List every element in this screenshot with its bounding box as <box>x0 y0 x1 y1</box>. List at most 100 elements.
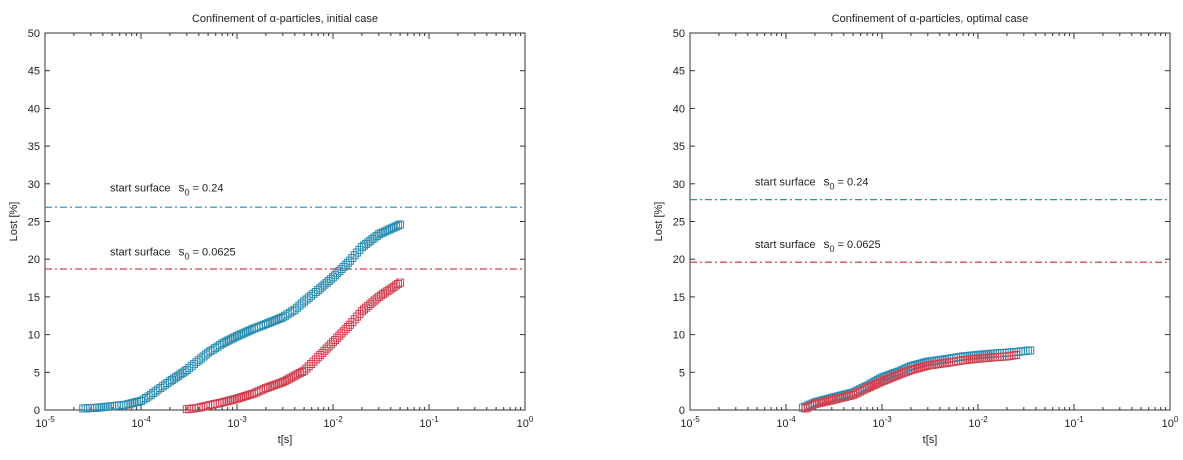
data-point <box>322 344 331 353</box>
data-point <box>865 383 874 392</box>
data-point <box>314 353 323 362</box>
annotation-prefix: start surface <box>755 239 816 251</box>
data-point <box>237 330 246 339</box>
data-point <box>917 363 926 372</box>
data-point <box>376 291 385 300</box>
data-point <box>230 395 239 404</box>
data-point <box>834 394 843 403</box>
annotation-subscript: 0 <box>185 252 190 262</box>
x-tick-base: 10 <box>776 418 788 430</box>
data-point <box>239 392 248 401</box>
annotation-symbol: s <box>824 237 830 251</box>
data-point <box>829 395 838 404</box>
data-point <box>128 399 137 408</box>
data-point <box>381 227 390 236</box>
x-axis-label: t[s] <box>278 434 293 446</box>
annotation-text: start surface s0 = 0.0625 <box>755 237 881 254</box>
data-point <box>290 305 299 314</box>
data-point <box>341 325 350 334</box>
y-tick-label: 50 <box>673 28 685 40</box>
data-point <box>391 222 400 231</box>
data-point <box>230 333 239 342</box>
y-tick-label: 15 <box>28 292 40 304</box>
data-point <box>222 397 231 406</box>
data-point <box>353 312 362 321</box>
data-point <box>385 225 394 234</box>
data-point <box>228 395 237 404</box>
data-point <box>385 285 394 294</box>
data-point <box>272 380 281 389</box>
data-point <box>295 301 304 310</box>
data-point <box>345 256 354 265</box>
data-point <box>921 362 930 371</box>
data-point <box>350 315 359 324</box>
x-tick-label: 10-5 <box>680 415 700 430</box>
data-point <box>335 331 344 340</box>
data-point <box>863 384 872 393</box>
data-point <box>176 370 185 379</box>
data-point <box>333 333 342 342</box>
annotation-value: = 0.0625 <box>838 239 881 251</box>
data-point <box>329 273 337 282</box>
x-tick-base: 10 <box>872 418 884 430</box>
data-point <box>345 320 354 329</box>
data-series-1 <box>801 350 1021 413</box>
data-point <box>343 258 352 267</box>
data-point <box>130 398 139 407</box>
y-tick-label: 0 <box>34 405 40 417</box>
data-point <box>235 331 244 340</box>
data-point <box>878 377 886 386</box>
data-point <box>383 226 392 235</box>
data-point <box>311 355 320 364</box>
data-point <box>165 377 174 386</box>
data-point <box>126 399 135 408</box>
annotation-prefix: start surface <box>110 247 171 259</box>
data-point <box>376 229 385 238</box>
data-point <box>389 282 398 291</box>
data-point <box>324 342 333 351</box>
data-point <box>115 401 124 410</box>
data-point <box>220 397 229 406</box>
data-point <box>122 400 131 409</box>
data-point <box>124 400 133 409</box>
data-point <box>266 382 275 391</box>
data-point <box>886 373 895 382</box>
data-point <box>233 332 241 341</box>
data-point <box>86 404 95 413</box>
data-point <box>172 373 181 382</box>
data-point <box>867 382 876 391</box>
annotation-symbol: s <box>179 245 185 259</box>
data-point <box>316 351 325 360</box>
data-point <box>871 380 880 389</box>
data-point <box>320 346 329 355</box>
data-point <box>218 398 227 407</box>
data-point <box>270 316 279 325</box>
data-point <box>1026 346 1035 355</box>
y-tick-label: 30 <box>673 179 685 191</box>
plot-frame <box>44 32 526 411</box>
data-point <box>827 396 836 405</box>
data-point <box>79 404 88 413</box>
x-tick-label: 10-2 <box>323 415 343 430</box>
data-point <box>333 269 342 278</box>
data-point <box>875 378 884 387</box>
data-point <box>840 393 849 402</box>
data-point <box>318 348 327 357</box>
data-point <box>873 379 882 388</box>
y-tick-label: 45 <box>28 66 40 78</box>
data-point <box>911 364 920 373</box>
y-tick-label: 40 <box>28 103 40 115</box>
data-point <box>348 253 357 262</box>
y-tick-label: 40 <box>673 103 685 115</box>
annotation-value: = 0.24 <box>193 183 224 195</box>
data-point <box>264 319 273 328</box>
data-point <box>832 395 841 404</box>
data-point <box>1023 346 1032 355</box>
chart-panel-0: Confinement of α-particles, initial case… <box>8 13 534 446</box>
data-point <box>270 381 279 390</box>
y-tick-label: 50 <box>28 28 40 40</box>
chart-title: Confinement of α-particles, initial case <box>192 13 378 25</box>
data-point <box>264 383 273 392</box>
data-point <box>268 317 277 326</box>
data-point <box>272 315 281 324</box>
